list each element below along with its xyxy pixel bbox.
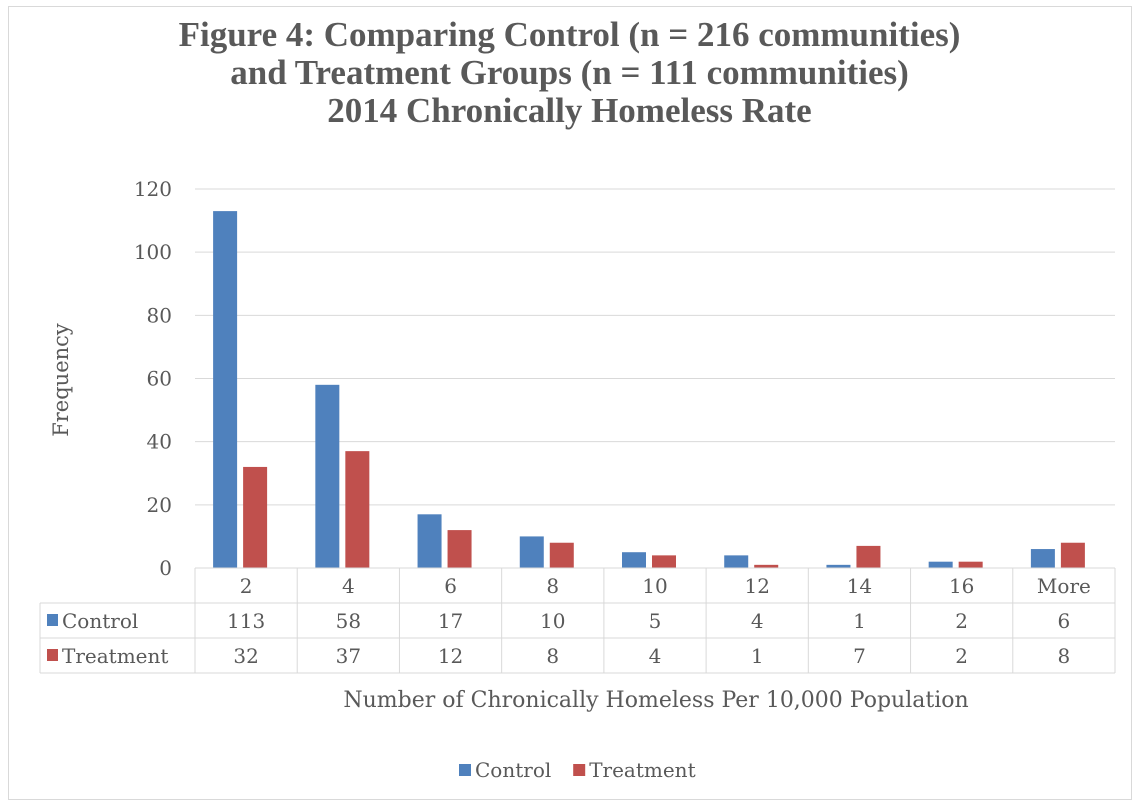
- legend-label: Treatment: [589, 758, 695, 782]
- bar-control: [315, 384, 340, 568]
- data-label: 7: [853, 644, 866, 668]
- y-tick-label: 20: [147, 493, 172, 517]
- data-label: 8: [546, 644, 559, 668]
- y-axis-ticks: 0 20 40 60 80 100 120: [134, 177, 172, 580]
- data-label: 5: [649, 609, 662, 633]
- chart-title-line-1: Figure 4: Comparing Control (n = 216 com…: [178, 15, 961, 54]
- bar-treatment: [652, 555, 676, 568]
- table-legend-key-treatment: [47, 649, 58, 661]
- bar-treatment: [754, 564, 779, 568]
- x-tick-label: More: [1037, 574, 1091, 598]
- data-label: 12: [438, 644, 463, 668]
- x-tick-label: 8: [546, 574, 559, 598]
- x-tick-label: 2: [240, 574, 253, 598]
- y-tick-label: 40: [147, 430, 172, 454]
- x-tick-label: 16: [949, 574, 974, 598]
- data-label: 58: [336, 609, 361, 633]
- bar-treatment: [345, 451, 370, 568]
- x-axis-label: Number of Chronically Homeless Per 10,00…: [343, 688, 968, 713]
- table-row-label: Treatment: [62, 644, 168, 668]
- data-label: 17: [438, 609, 463, 633]
- chart-title-line-3: 2014 Chronically Homeless Rate: [327, 91, 812, 130]
- y-tick-label: 100: [134, 240, 172, 264]
- x-tick-label: 12: [744, 574, 769, 598]
- data-label: 4: [649, 644, 662, 668]
- bar-control: [519, 536, 544, 568]
- y-tick-label: 120: [134, 177, 172, 201]
- bar-control: [213, 211, 238, 568]
- legend-label: Control: [475, 758, 551, 782]
- table-row-label: Control: [62, 609, 138, 633]
- x-tick-label: 6: [444, 574, 457, 598]
- bar-treatment: [447, 530, 472, 568]
- y-tick-label: 80: [147, 303, 172, 327]
- data-label: 6: [1058, 609, 1071, 633]
- legend: Control Treatment: [459, 758, 696, 782]
- y-tick-label: 0: [159, 556, 172, 580]
- bars: [213, 211, 1085, 568]
- bar-control: [417, 514, 442, 568]
- bar-control: [622, 552, 646, 568]
- bar-treatment: [1060, 542, 1085, 568]
- chart-title-line-2: and Treatment Groups (n = 111 communitie…: [230, 53, 909, 92]
- bar-treatment: [243, 466, 268, 568]
- data-label: 113: [227, 609, 265, 633]
- table-legend-key-control: [47, 614, 58, 626]
- data-label: 2: [955, 644, 968, 668]
- data-label: 32: [233, 644, 258, 668]
- bar-treatment: [549, 542, 574, 568]
- bar-treatment: [958, 561, 983, 568]
- bar-control: [826, 564, 851, 568]
- x-tick-label: 10: [642, 574, 667, 598]
- bar-control: [724, 555, 749, 568]
- bar-control: [928, 561, 953, 568]
- data-label: 2: [955, 609, 968, 633]
- chart-title: Figure 4: Comparing Control (n = 216 com…: [0, 16, 1139, 130]
- x-tick-label: 4: [342, 574, 355, 598]
- x-tick-label: 14: [847, 574, 872, 598]
- data-label: 4: [751, 609, 764, 633]
- legend-key-control: [459, 764, 471, 776]
- y-tick-label: 60: [147, 367, 172, 391]
- data-label: 10: [540, 609, 565, 633]
- legend-key-treatment: [573, 764, 586, 776]
- data-label: 8: [1058, 644, 1071, 668]
- data-label: 1: [751, 644, 764, 668]
- bar-treatment: [856, 545, 881, 568]
- y-axis-label: Frequency: [49, 323, 73, 437]
- data-label: 1: [853, 609, 866, 633]
- bar-control: [1030, 549, 1055, 568]
- data-label: 37: [336, 644, 361, 668]
